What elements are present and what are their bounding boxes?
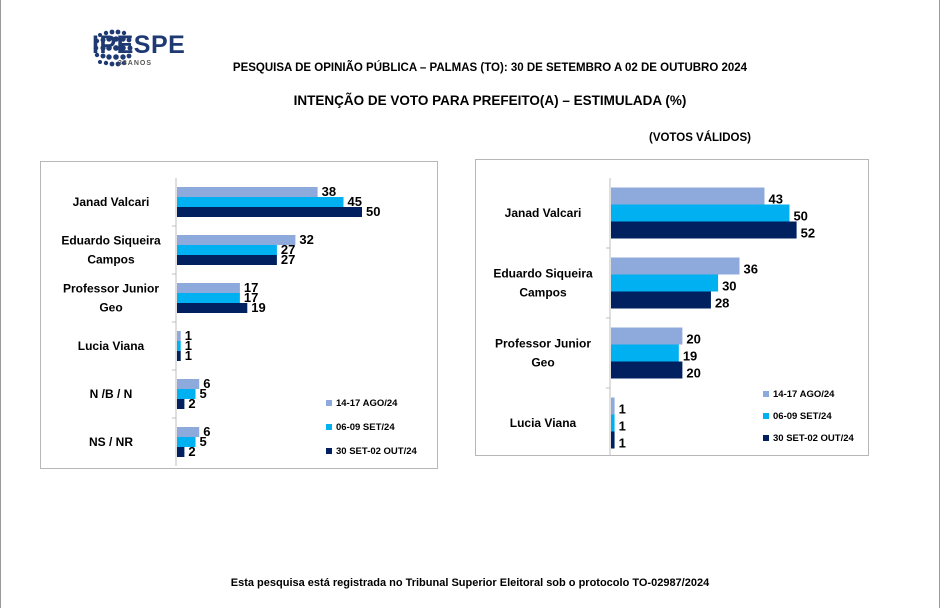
legend-label: 30 SET-02 OUT/24 xyxy=(773,433,855,444)
brand-name: IPESPE xyxy=(92,31,186,59)
data-label: 6 xyxy=(203,424,210,439)
data-label: 2 xyxy=(188,396,195,411)
chart-votos-validos: Janad Valcari 43 50 52 Eduardo Siqueira Campo… xyxy=(475,159,869,456)
legend-label: 06-09 SET/24 xyxy=(773,411,832,422)
data-label: 1 xyxy=(619,419,626,434)
data-label: 19 xyxy=(251,300,265,315)
data-label: 43 xyxy=(768,192,782,207)
chart-estimulada: Janad Valcari 38 45 50 Eduardo Siqueira Campo… xyxy=(40,161,438,469)
data-label: 27 xyxy=(281,252,295,267)
data-label: 30 xyxy=(722,279,736,294)
data-label: 17 xyxy=(244,290,258,305)
data-label: 1 xyxy=(185,348,192,363)
bar xyxy=(611,431,615,449)
globe-logo-icon xyxy=(93,29,133,67)
category-label: Eduardo Siqueira Campos xyxy=(493,267,593,300)
bar xyxy=(177,187,318,197)
legend-label: 14-17 AGO/24 xyxy=(336,398,398,409)
legend-swatch xyxy=(763,391,769,397)
data-label: 50 xyxy=(366,204,380,219)
bar xyxy=(177,255,277,265)
data-label: 20 xyxy=(686,366,700,381)
bar xyxy=(611,291,711,309)
bar xyxy=(177,207,362,217)
data-label: 28 xyxy=(715,296,729,311)
page-title: INTENÇÃO DE VOTO PARA PREFEITO(A) – ESTI… xyxy=(293,93,687,108)
category-label: Janad Valcari xyxy=(73,195,150,209)
category-label: Lucia Viana xyxy=(78,339,145,353)
category-label: Janad Valcari xyxy=(505,206,582,220)
bar xyxy=(611,397,615,415)
data-label: 6 xyxy=(203,376,210,391)
data-label: 5 xyxy=(200,386,207,401)
data-label: 50 xyxy=(793,209,807,224)
bar xyxy=(177,245,277,255)
data-label: 27 xyxy=(281,242,295,257)
data-label: 1 xyxy=(619,436,626,451)
bar xyxy=(177,341,181,351)
bar xyxy=(611,204,790,222)
legend-label: 14-17 AGO/24 xyxy=(773,389,835,400)
data-label: 1 xyxy=(185,338,192,353)
bar xyxy=(177,283,240,293)
bar xyxy=(177,447,185,457)
data-label: 32 xyxy=(299,232,313,247)
category-label: NS / NR xyxy=(89,435,133,449)
data-label: 1 xyxy=(619,402,626,417)
data-label: 20 xyxy=(686,332,700,347)
category-label: Eduardo Siqueira Campos xyxy=(61,234,161,267)
chart-estimulada-svg: Janad Valcari 38 45 50 Eduardo Siqueira Campo… xyxy=(61,178,418,466)
category-label: Professor Junior Geo xyxy=(495,337,591,370)
bar xyxy=(177,427,200,437)
bar xyxy=(177,351,181,361)
data-label: 5 xyxy=(200,434,207,449)
data-label: 38 xyxy=(322,184,336,199)
category-label: N /B / N xyxy=(90,387,133,401)
data-label: 17 xyxy=(244,280,258,295)
data-label: 36 xyxy=(743,262,757,277)
bar xyxy=(611,361,683,379)
data-label: 52 xyxy=(801,226,815,241)
survey-header: PESQUISA DE OPINIÃO PÚBLICA – PALMAS (TO… xyxy=(232,62,748,74)
bar xyxy=(177,197,344,207)
bar xyxy=(611,274,719,292)
bar xyxy=(611,414,615,432)
bar xyxy=(177,331,181,341)
data-label: 19 xyxy=(683,349,697,364)
bar xyxy=(177,235,296,245)
legend-label: 06-09 SET/24 xyxy=(336,422,395,433)
bar xyxy=(611,344,679,362)
bar xyxy=(177,293,240,303)
chart-votos-validos-svg: Janad Valcari 43 50 52 Eduardo Siqueira Campo… xyxy=(493,178,855,455)
bar xyxy=(611,257,740,275)
brand-tagline: 38ANOS xyxy=(118,60,153,67)
bar xyxy=(177,303,248,313)
legend-swatch xyxy=(763,413,769,419)
data-label: 45 xyxy=(348,194,362,209)
bar xyxy=(177,389,196,399)
bar xyxy=(177,437,196,447)
bar xyxy=(611,221,797,239)
data-label: 1 xyxy=(185,328,192,343)
bar xyxy=(177,399,185,409)
legend-swatch xyxy=(326,400,332,406)
category-label: Lucia Viana xyxy=(510,416,577,430)
legend-swatch xyxy=(326,424,332,430)
legend-swatch xyxy=(326,448,332,454)
footer-registration: Esta pesquisa está registrada no Tribuna… xyxy=(230,577,710,589)
data-label: 2 xyxy=(188,444,195,459)
category-label: Professor Junior Geo xyxy=(63,282,159,315)
right-chart-subtitle: (VOTOS VÁLIDOS) xyxy=(648,132,752,144)
legend-swatch xyxy=(763,435,769,441)
bar xyxy=(611,327,683,345)
legend-label: 30 SET-02 OUT/24 xyxy=(336,446,418,457)
bar xyxy=(611,187,765,205)
bar xyxy=(177,379,200,389)
